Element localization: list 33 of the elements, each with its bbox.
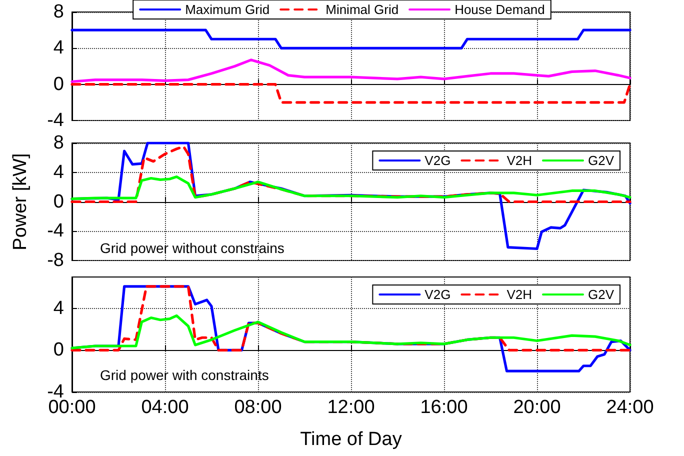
line-series <box>70 314 632 350</box>
legend-label: House Demand <box>454 2 545 17</box>
x-axis-title: Time of Day <box>300 429 402 450</box>
y-tick-label: 8 <box>53 2 64 22</box>
line-series <box>70 175 632 200</box>
legend-label: V2H <box>506 153 532 168</box>
legend-label: V2G <box>424 287 451 302</box>
x-tick-label: 16:00 <box>420 397 468 418</box>
y-tick-label: 4 <box>53 162 64 183</box>
y-tick-label: 0 <box>53 74 64 95</box>
x-tick-label: 20:00 <box>513 397 561 418</box>
x-tick-label: 08:00 <box>234 397 282 418</box>
y-tick-label: -4 <box>47 220 64 242</box>
x-tick-label: 24:00 <box>606 397 654 418</box>
x-tick-label: 12:00 <box>327 397 375 418</box>
legend-label: Minimal Grid <box>326 2 399 17</box>
y-tick-label: 0 <box>53 191 64 212</box>
x-tick-label: 04:00 <box>141 397 189 418</box>
y-tick-label: -4 <box>47 110 64 131</box>
y-tick-label: 4 <box>53 38 64 59</box>
legend-label: Maximum Grid <box>185 2 270 17</box>
annotation: Grid power with constraints <box>100 367 269 383</box>
line-series <box>70 58 632 83</box>
y-tick-label: 4 <box>53 298 64 319</box>
y-tick-label: -8 <box>47 250 64 271</box>
annotation: Grid power without constrains <box>100 240 284 256</box>
legend-label: G2V <box>588 287 614 302</box>
legend-label: G2V <box>588 153 614 168</box>
legend-label: V2G <box>424 153 451 168</box>
y-tick-label: 8 <box>53 132 64 154</box>
y-tick-label: 0 <box>53 340 64 361</box>
legend-label: V2H <box>506 287 532 302</box>
y-axis-title: Power [kW] <box>10 153 31 250</box>
